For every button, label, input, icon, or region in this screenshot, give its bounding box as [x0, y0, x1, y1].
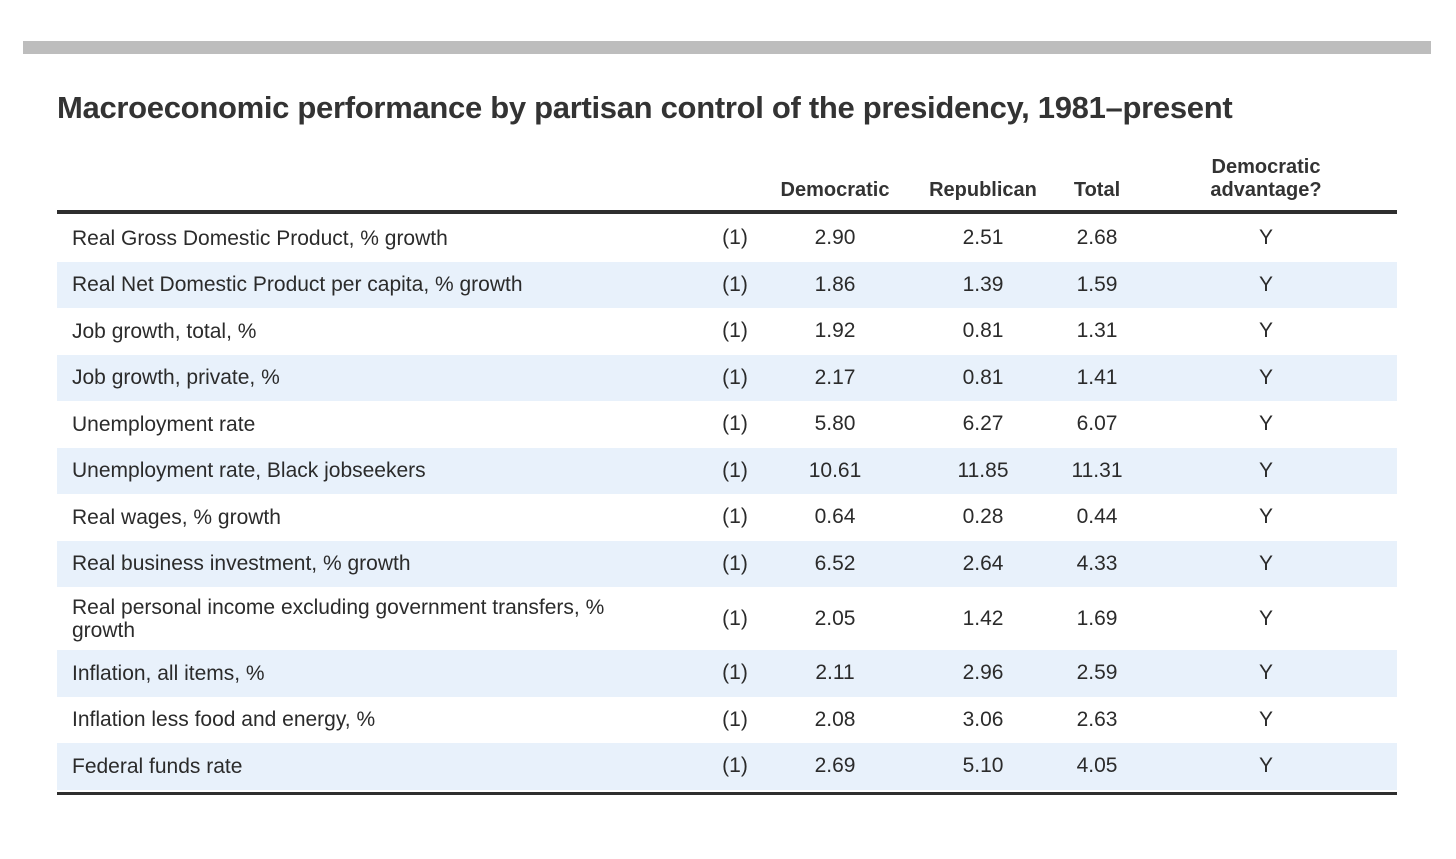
- cell-republican: 2.96: [962, 661, 1004, 685]
- row-label: Real wages, % growth: [72, 505, 281, 529]
- table-row: Unemployment rate, Black jobseekers (1) …: [57, 447, 1397, 494]
- row-label: Unemployment rate, Black jobseekers: [72, 459, 426, 483]
- row-note: (1): [722, 606, 748, 630]
- row-label: Federal funds rate: [72, 754, 243, 778]
- row-note: (1): [722, 661, 748, 685]
- row-note: (1): [722, 365, 748, 389]
- cell-republican: 0.28: [962, 505, 1004, 529]
- cell-total: 2.59: [1076, 661, 1118, 685]
- cell-total: 4.05: [1076, 754, 1118, 778]
- row-note: (1): [722, 272, 748, 296]
- cell-democratic: 2.05: [814, 606, 856, 630]
- cell-total: 11.31: [1071, 458, 1123, 482]
- table-row: Inflation less food and energy, % (1) 2.…: [57, 697, 1397, 744]
- table-row: Real business investment, % growth (1) 6…: [57, 540, 1397, 587]
- header-total: Total: [1073, 179, 1121, 201]
- table-row: Real wages, % growth (1) 0.64 0.28 0.44 …: [57, 494, 1397, 541]
- row-note: (1): [722, 707, 748, 731]
- cell-democratic: 2.08: [814, 707, 856, 731]
- cell-democratic: 5.80: [814, 412, 856, 436]
- cell-advantage: Y: [1258, 661, 1273, 685]
- header-republican: Republican: [929, 179, 1037, 201]
- cell-democratic: 0.64: [814, 505, 856, 529]
- cell-advantage: Y: [1258, 707, 1273, 731]
- cell-republican: 1.39: [962, 272, 1004, 296]
- row-note: (1): [722, 412, 748, 436]
- cell-democratic: 6.52: [814, 551, 856, 575]
- row-label: Real Net Domestic Product per capita, % …: [72, 273, 523, 297]
- table-title: Macroeconomic performance by partisan co…: [57, 90, 1233, 125]
- table-row: Inflation, all items, % (1) 2.11 2.96 2.…: [57, 650, 1397, 697]
- cell-total: 6.07: [1076, 412, 1118, 436]
- header-democratic: Democratic: [780, 179, 890, 201]
- row-label: Unemployment rate: [72, 412, 256, 436]
- table-header: Democratic Republican Total Democratic a…: [57, 152, 1397, 210]
- cell-total: 1.69: [1076, 606, 1118, 630]
- row-label: Job growth, private, %: [72, 366, 280, 390]
- cell-advantage: Y: [1258, 365, 1273, 389]
- row-note: (1): [722, 551, 748, 575]
- cell-republican: 11.85: [957, 458, 1009, 482]
- cell-democratic: 10.61: [808, 458, 862, 482]
- cell-democratic: 2.11: [815, 661, 855, 685]
- cell-advantage: Y: [1258, 458, 1273, 482]
- cell-republican: 2.51: [962, 226, 1004, 250]
- table-row: Unemployment rate (1) 5.80 6.27 6.07 Y: [57, 401, 1397, 448]
- top-divider-bar: [23, 41, 1431, 54]
- row-note: (1): [722, 319, 748, 343]
- cell-democratic: 2.90: [814, 226, 856, 250]
- cell-total: 2.63: [1076, 707, 1118, 731]
- header-rule: [57, 210, 1397, 214]
- cell-total: 1.41: [1076, 365, 1118, 389]
- cell-advantage: Y: [1258, 319, 1273, 343]
- table-row: Real Gross Domestic Product, % growth (1…: [57, 215, 1397, 262]
- cell-advantage: Y: [1258, 226, 1273, 250]
- cell-republican: 5.10: [962, 754, 1004, 778]
- row-note: (1): [722, 458, 748, 482]
- cell-advantage: Y: [1258, 606, 1273, 630]
- table-row: Real personal income excluding governmen…: [57, 587, 1397, 650]
- table-row: Job growth, total, % (1) 1.92 0.81 1.31 …: [57, 308, 1397, 355]
- cell-total: 4.33: [1076, 551, 1118, 575]
- cell-democratic: 2.17: [814, 365, 856, 389]
- row-note: (1): [722, 226, 748, 250]
- cell-total: 1.59: [1076, 272, 1118, 296]
- header-democratic-advantage: Democratic advantage?: [1210, 156, 1322, 201]
- row-note: (1): [722, 505, 748, 529]
- row-label: Job growth, total, %: [72, 319, 257, 343]
- cell-democratic: 1.92: [814, 319, 856, 343]
- cell-republican: 1.42: [962, 606, 1004, 630]
- cell-republican: 0.81: [962, 365, 1004, 389]
- cell-total: 0.44: [1076, 505, 1118, 529]
- cell-advantage: Y: [1258, 754, 1273, 778]
- cell-advantage: Y: [1258, 412, 1273, 436]
- row-note: (1): [722, 754, 748, 778]
- cell-total: 1.31: [1076, 319, 1118, 343]
- cell-republican: 0.81: [962, 319, 1004, 343]
- footer-rule: [57, 792, 1397, 795]
- cell-advantage: Y: [1258, 551, 1273, 575]
- cell-republican: 3.06: [962, 707, 1004, 731]
- row-label: Inflation, all items, %: [72, 661, 265, 685]
- data-table: Real Gross Domestic Product, % growth (1…: [57, 215, 1397, 790]
- row-label: Real Gross Domestic Product, % growth: [72, 226, 448, 250]
- cell-republican: 6.27: [962, 412, 1004, 436]
- cell-democratic: 2.69: [814, 754, 856, 778]
- cell-total: 2.68: [1076, 226, 1118, 250]
- cell-republican: 2.64: [962, 551, 1004, 575]
- table-row: Federal funds rate (1) 2.69 5.10 4.05 Y: [57, 743, 1397, 790]
- cell-advantage: Y: [1258, 505, 1273, 529]
- table-row: Job growth, private, % (1) 2.17 0.81 1.4…: [57, 354, 1397, 401]
- table-row: Real Net Domestic Product per capita, % …: [57, 261, 1397, 308]
- row-label: Real personal income excluding governmen…: [72, 595, 605, 642]
- row-label: Inflation less food and energy, %: [72, 708, 376, 732]
- row-label: Real business investment, % growth: [72, 552, 411, 576]
- cell-advantage: Y: [1258, 272, 1273, 296]
- cell-democratic: 1.86: [814, 272, 856, 296]
